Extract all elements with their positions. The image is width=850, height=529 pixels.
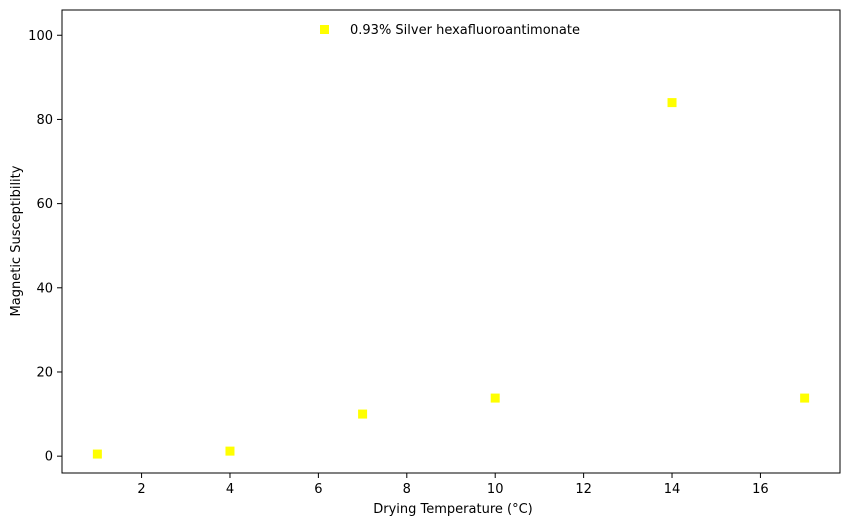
x-tick-label: 12 xyxy=(575,482,592,497)
y-axis-label: Magnetic Susceptibility xyxy=(9,165,24,316)
data-point xyxy=(800,393,810,403)
legend-marker xyxy=(320,25,329,34)
data-points xyxy=(92,98,810,459)
data-point xyxy=(667,98,677,108)
x-axis-label: Drying Temperature (°C) xyxy=(373,502,533,517)
y-tick-label: 100 xyxy=(28,29,53,44)
x-axis-ticks: 2 4 6 8 10 12 14 16 xyxy=(137,473,769,497)
legend-label: 0.93% Silver hexafluoroantimonate xyxy=(350,23,580,38)
y-axis-ticks: 0 20 40 60 80 100 xyxy=(28,29,62,465)
data-point xyxy=(358,409,368,419)
data-point xyxy=(225,446,235,456)
y-tick-label: 40 xyxy=(36,281,53,296)
x-tick-label: 14 xyxy=(664,482,681,497)
x-tick-label: 6 xyxy=(314,482,322,497)
legend: 0.93% Silver hexafluoroantimonate xyxy=(320,23,580,38)
data-point xyxy=(92,449,102,459)
x-tick-label: 8 xyxy=(403,482,411,497)
x-tick-label: 2 xyxy=(137,482,145,497)
data-point xyxy=(490,393,500,403)
y-tick-label: 20 xyxy=(36,365,53,380)
y-tick-label: 80 xyxy=(36,113,53,128)
x-tick-label: 16 xyxy=(752,482,769,497)
plot-area xyxy=(61,9,841,474)
x-tick-label: 4 xyxy=(226,482,234,497)
y-tick-label: 60 xyxy=(36,197,53,212)
y-tick-label: 0 xyxy=(45,450,53,465)
x-tick-label: 10 xyxy=(487,482,504,497)
